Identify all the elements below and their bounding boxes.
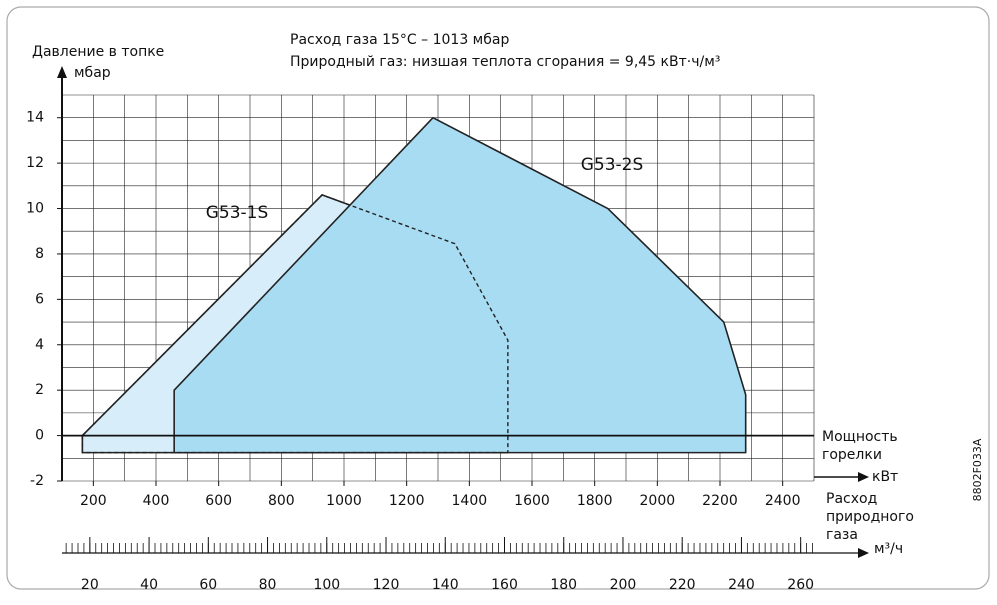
x2-tick-label: 120 (373, 577, 400, 593)
y-tick-label: 6 (35, 291, 44, 307)
y-tick-label: 0 (35, 428, 44, 444)
x-tick-label: 200 (80, 493, 107, 509)
y-tick-label: 12 (26, 155, 44, 171)
y-unit: мбар (74, 65, 111, 81)
y-label: Давление в топке (32, 44, 164, 60)
x2-label: газа (826, 527, 858, 543)
y-tick-label: -2 (30, 473, 44, 489)
x2-unit: м³/ч (874, 541, 903, 557)
x-tick-label: 1000 (326, 493, 362, 509)
x2-tick-label: 180 (550, 577, 577, 593)
x-tick-label: 1400 (452, 493, 488, 509)
x-tick-label: 1800 (577, 493, 613, 509)
x2-tick-label: 40 (140, 577, 158, 593)
x-tick-label: 600 (205, 493, 232, 509)
area (173, 116, 747, 454)
y-tick-label: 14 (26, 110, 44, 126)
x2-tick-label: 20 (81, 577, 99, 593)
y-arrow (57, 66, 67, 78)
x2-label: природного (826, 509, 914, 525)
code: 8802F033A (971, 438, 984, 501)
x2-label: Расход (826, 491, 877, 507)
x-tick-label: 2400 (765, 493, 801, 509)
x2-tick-label: 220 (669, 577, 696, 593)
x2-arrow (858, 548, 869, 558)
series-label: G53-2S (581, 155, 644, 175)
x-tick-label: 1600 (514, 493, 550, 509)
x2-tick-label: 60 (199, 577, 217, 593)
x-label: горелки (822, 447, 882, 463)
x-arrow (858, 472, 869, 482)
x-tick-label: 800 (268, 493, 295, 509)
hidden-outline (81, 194, 509, 454)
series-label: G53-1S (206, 203, 269, 223)
x2-tick-label: 160 (491, 577, 518, 593)
x-tick-label: 2000 (640, 493, 676, 509)
x2-tick-label: 100 (313, 577, 340, 593)
x-tick-label: 2200 (702, 493, 738, 509)
x-unit: кВт (872, 469, 898, 485)
x2-tick-label: 260 (787, 577, 814, 593)
x2-tick-label: 80 (259, 577, 277, 593)
y-tick-label: 10 (26, 201, 44, 217)
note: Расход газа 15°C – 1013 мбар (290, 32, 509, 48)
x2-tick-label: 200 (610, 577, 637, 593)
y-tick-label: 4 (35, 337, 44, 353)
x2-tick-label: 140 (432, 577, 459, 593)
frame (6, 6, 990, 590)
y-tick-label: 8 (35, 246, 44, 262)
x2-tick-label: 240 (728, 577, 755, 593)
y-tick-label: 2 (35, 382, 44, 398)
x-label: Мощность (822, 429, 898, 445)
x-tick-label: 400 (143, 493, 170, 509)
x-tick-label: 1200 (389, 493, 425, 509)
note: Природный газ: низшая теплота сгорания =… (290, 54, 720, 70)
